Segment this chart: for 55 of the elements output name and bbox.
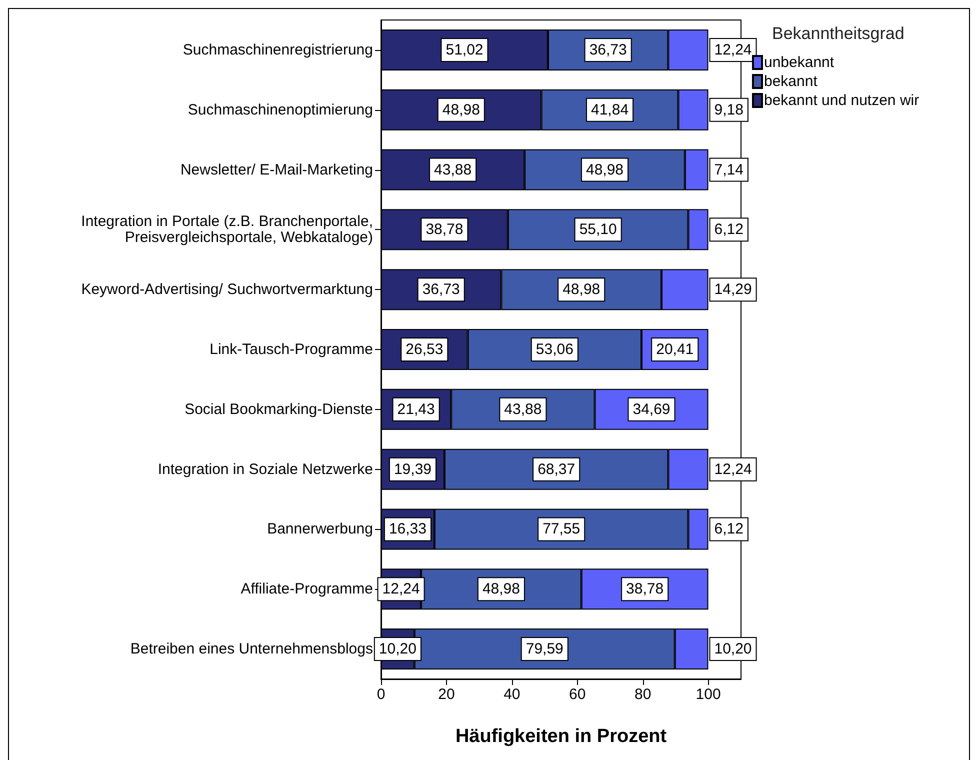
data-label: 48,98: [482, 580, 520, 598]
data-label: 7,14: [714, 161, 744, 178]
data-label: 53,06: [536, 341, 574, 358]
x-tick-label: 80: [634, 686, 652, 703]
x-tick-label: 40: [504, 686, 520, 703]
data-label: 36,73: [589, 41, 627, 58]
data-label: 48,98: [586, 161, 624, 178]
data-label: 10,20: [378, 640, 416, 658]
legend-label: bekannt: [764, 73, 818, 90]
y-tick-label: Bannerwerbung: [267, 520, 373, 538]
y-tick-label: Social Bookmarking-Dienste: [184, 400, 373, 418]
y-tick-label: Affiliate-Programme: [240, 580, 373, 598]
data-label: 20,41: [656, 341, 694, 358]
data-label: 21,43: [397, 400, 435, 418]
data-label: 36,73: [422, 281, 460, 298]
y-tick-label: Suchmaschinenoptimierung: [188, 101, 373, 118]
data-label: 77,55: [542, 520, 580, 538]
data-label: 48,98: [562, 281, 600, 298]
data-label: 9,18: [714, 101, 744, 118]
data-label: 26,53: [406, 341, 444, 358]
y-tick-label: Newsletter/ E-Mail-Marketing: [180, 161, 373, 178]
x-tick-label: 60: [569, 686, 586, 703]
y-tick-label: Betreiben eines Unternehmensblogs: [130, 640, 373, 658]
y-tick-label: Suchmaschinenregistrierung: [182, 41, 373, 58]
data-label: 43,88: [434, 161, 472, 178]
data-label: 6,12: [714, 520, 744, 538]
y-tick-label: Integration in Soziale Netzwerke: [158, 460, 373, 478]
data-label: 68,37: [538, 460, 576, 478]
data-label: 16,33: [388, 520, 426, 538]
data-label: 12,24: [382, 580, 420, 598]
y-tick-label: Keyword-Advertising/ Suchwortvermarktung: [81, 281, 373, 298]
x-tick-label: 100: [696, 686, 721, 703]
y-tick-label: Link-Tausch-Programme: [210, 341, 373, 358]
data-label: 10,20: [714, 640, 752, 658]
data-label: 48,98: [442, 101, 480, 118]
x-tick-label: 20: [438, 686, 455, 703]
x-axis-title: Häufigkeiten in Prozent: [455, 726, 668, 747]
data-label: 55,10: [579, 221, 617, 238]
data-label: 79,59: [526, 640, 564, 658]
data-label: 6,12: [714, 221, 744, 238]
data-label: 14,29: [714, 281, 752, 298]
data-label: 38,78: [626, 580, 664, 598]
legend-label: unbekannt: [764, 54, 835, 71]
x-tick-label: 0: [376, 686, 386, 703]
legend-label: bekannt und nutzen wir: [764, 92, 920, 109]
data-label: 12,24: [714, 460, 752, 478]
data-label: 51,02: [446, 41, 484, 58]
data-label: 38,78: [426, 221, 464, 238]
data-label: 19,39: [394, 460, 432, 478]
data-label: 34,69: [632, 400, 670, 418]
data-label: 41,84: [590, 101, 629, 118]
data-label: 12,24: [714, 41, 752, 58]
data-label: 43,88: [504, 400, 542, 418]
legend-title: Bekanntheitsgrad: [772, 24, 904, 43]
y-tick-label: Integration in Portale (z.B. Branchenportale, Preisvergleichsportale, Webkataloge): [81, 213, 373, 246]
